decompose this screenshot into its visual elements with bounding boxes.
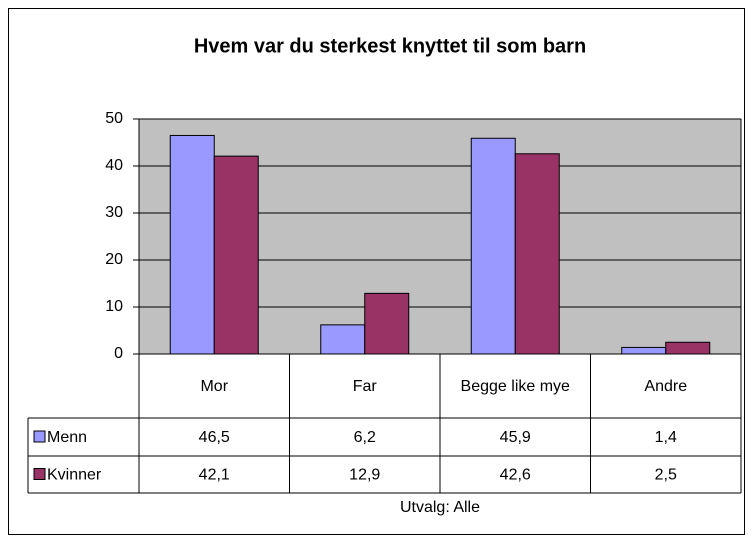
- data-label: 2,5: [655, 467, 677, 484]
- bar: [514, 153, 560, 355]
- y-tick-label: 20: [105, 251, 123, 268]
- legend-key: [33, 430, 46, 443]
- bar: [621, 346, 667, 355]
- data-label: 1,4: [655, 429, 677, 446]
- bar: [320, 324, 366, 355]
- legend-label: Kvinner: [47, 467, 102, 484]
- chart-title: Hvem var du sterkest knyttet til som bar…: [194, 35, 586, 57]
- data-label: 46,5: [199, 429, 230, 446]
- x-tick-label: Begge like mye: [460, 377, 570, 395]
- y-tick-label: 40: [105, 157, 123, 174]
- legend-key: [33, 468, 46, 480]
- data-label: 42,6: [500, 467, 531, 484]
- x-tick-label: Andre: [644, 377, 688, 395]
- x-tick-label-box: Far: [352, 377, 377, 395]
- legend-label: Menn: [47, 429, 87, 446]
- y-tick-label: 10: [105, 298, 123, 315]
- x-tick-label-box: Begge like mye: [460, 377, 570, 395]
- data-label: 42,1: [199, 467, 230, 484]
- data-label: 6,2: [354, 429, 376, 446]
- x-tick-label-box: Andre: [644, 377, 688, 395]
- note: Utvalg: Alle: [400, 499, 480, 516]
- x-tick-label-box: Mor: [200, 377, 229, 395]
- data-label: 45,9: [500, 429, 531, 446]
- y-tick-label: 30: [105, 204, 123, 221]
- bar: [364, 292, 410, 355]
- x-tick-label: Far: [352, 377, 377, 395]
- bar: [169, 134, 215, 355]
- x-tick-label: Mor: [200, 377, 229, 395]
- bar: [665, 341, 711, 355]
- bar: [213, 155, 259, 355]
- y-tick-label: 50: [105, 110, 123, 127]
- y-tick-label: 0: [114, 345, 123, 362]
- data-label: 12,9: [349, 467, 380, 484]
- bar: [470, 137, 516, 355]
